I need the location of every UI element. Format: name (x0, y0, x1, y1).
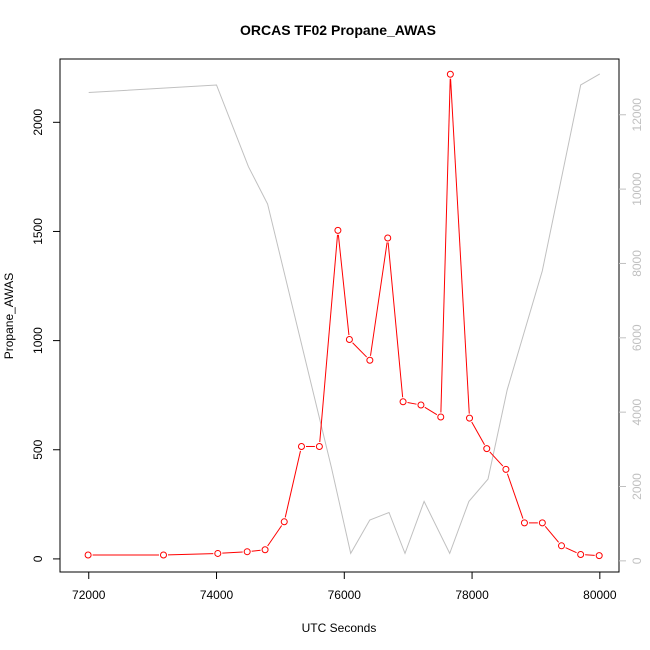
secondary-series-line (88, 73, 601, 555)
ticks-layer: 72000 74000 76000 78000 80000050010001500200… (31, 98, 644, 602)
series-line-segment (167, 553, 214, 556)
data-point (502, 465, 510, 473)
data-point (483, 445, 491, 453)
series-line-segment (319, 234, 339, 443)
data-point (437, 413, 445, 421)
x-tick-label: 78000 (455, 588, 489, 602)
chart-title: ORCAS TF02 Propane_AWAS (240, 22, 436, 38)
series-line-segment (267, 525, 283, 547)
data-point (417, 401, 425, 409)
data-point (297, 442, 305, 450)
data-point (384, 234, 392, 242)
data-point (466, 414, 474, 422)
y2-tick-label: 10000 (630, 172, 644, 206)
data-point (345, 336, 353, 344)
y2-tick-label: 4000 (630, 398, 644, 425)
series-line-segment (424, 406, 438, 416)
series-line-segment (337, 234, 350, 336)
data-point (280, 518, 288, 526)
data-point (261, 546, 269, 554)
data-point (84, 551, 92, 559)
data-point (558, 542, 566, 550)
y-tick-label: 0 (31, 555, 45, 562)
y-axis-label: Propane_AWAS (2, 273, 16, 360)
data-point (243, 548, 251, 556)
data-point (595, 552, 603, 560)
data-point (399, 398, 407, 406)
y2-tick-label: 0 (630, 557, 644, 564)
plot-frame (59, 58, 620, 573)
series-line-segment (251, 549, 261, 552)
series-layer (84, 70, 603, 560)
y2-tick-label: 8000 (630, 250, 644, 277)
series-line-segment (450, 78, 470, 414)
y2-tick-label: 12000 (630, 98, 644, 132)
data-point (315, 442, 323, 450)
y-tick-label: 1500 (31, 218, 45, 245)
series-line-segment (370, 242, 388, 356)
y-tick-label: 1000 (31, 327, 45, 354)
x-tick-label: 74000 (200, 588, 234, 602)
series-line-segment (407, 402, 417, 405)
series-line-segment (387, 242, 404, 398)
series-line-segment (585, 554, 595, 556)
series-line-segment (352, 342, 368, 358)
y2-tick-label: 2000 (630, 473, 644, 500)
series-line-segment (506, 473, 524, 519)
series-line-segment (544, 526, 559, 543)
series-line-segment (284, 450, 301, 518)
series-line-segment (222, 551, 243, 554)
data-point (577, 551, 585, 559)
series-line-segment (471, 421, 485, 445)
data-point (334, 226, 342, 234)
x-tick-label: 72000 (72, 588, 106, 602)
data-point (214, 549, 222, 557)
series-line-segment (440, 78, 451, 413)
x-axis-label: UTC Seconds (302, 621, 377, 635)
y2-tick-label: 6000 (630, 324, 644, 351)
y-tick-label: 500 (31, 439, 45, 459)
series-line-segment (489, 451, 504, 467)
x-tick-label: 76000 (328, 588, 362, 602)
data-point (446, 70, 454, 78)
data-point (159, 551, 167, 559)
x-tick-label: 80000 (583, 588, 617, 602)
y-tick-label: 2000 (31, 109, 45, 136)
data-point (366, 356, 374, 364)
series-line-segment (565, 547, 577, 554)
data-point (538, 519, 546, 527)
data-point (520, 519, 528, 527)
